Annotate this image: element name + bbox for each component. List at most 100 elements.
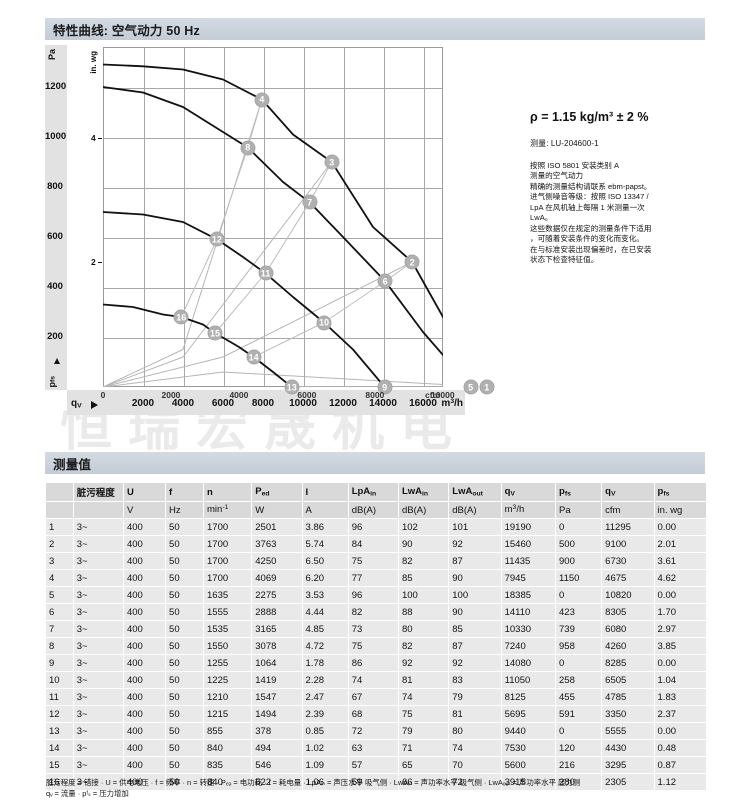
gridline-vertical [144, 48, 145, 386]
table-row-index: 13 [46, 723, 73, 739]
marker-connector [214, 161, 333, 334]
x-axis-primary-tick-label: 2000 [131, 398, 155, 409]
operating-point-marker-14[interactable]: 14 [246, 349, 262, 365]
table-cell: 101 [449, 519, 501, 535]
operating-point-marker-1[interactable]: 1 [479, 379, 495, 395]
table-cell: 11050 [501, 672, 555, 688]
operating-point-marker-16[interactable]: 16 [173, 309, 189, 325]
x-axis-primary-tick-label: 4000 [171, 398, 195, 409]
table-cell: 280 [556, 774, 602, 790]
table-row-index: 4 [46, 570, 73, 586]
table-cell: 7530 [501, 740, 555, 756]
table-cell: 2.01 [654, 536, 706, 552]
x-axis-secondary-tick-label: 0 [100, 390, 106, 400]
table-column-header: pfs [654, 483, 706, 501]
table-column-unit: dB(A) [449, 502, 501, 518]
operating-point-marker-4[interactable]: 4 [254, 92, 270, 107]
table-cell: 3~ [73, 723, 123, 739]
x-axis-secondary-tick-label: 6000 [297, 390, 317, 400]
table-row-index: 5 [46, 587, 73, 603]
table-cell: 4.62 [654, 570, 706, 586]
table-cell: 423 [556, 604, 602, 620]
gridline-vertical [344, 48, 345, 386]
table-cell: 3.61 [654, 553, 706, 569]
table-cell: 1215 [204, 706, 252, 722]
measurement-note-line: 这些数据仅在规定的测量条件下适用 [530, 223, 652, 233]
table-cell: 0.00 [654, 655, 706, 671]
operating-point-marker-9[interactable]: 9 [377, 379, 393, 395]
operating-point-marker-6[interactable]: 6 [377, 273, 393, 289]
operating-point-marker-13[interactable]: 13 [284, 379, 300, 395]
gridline-vertical [304, 48, 305, 386]
table-row-index: 14 [46, 740, 73, 756]
operating-point-marker-7[interactable]: 7 [302, 194, 318, 210]
table-cell: 0.87 [654, 757, 706, 773]
x-axis-secondary-tick-label: 2000 [161, 390, 181, 400]
table-cell: 0 [556, 655, 602, 671]
table-cell: 79 [398, 723, 449, 739]
table-cell: 6505 [602, 672, 654, 688]
table-cell: 59 [348, 774, 398, 790]
table-cell: 900 [556, 553, 602, 569]
table-cell: 840 [204, 740, 252, 756]
table-cell: 5.74 [302, 536, 348, 552]
y-axis-secondary-tick-label: 2 [91, 257, 96, 268]
table-cell: 2.97 [654, 621, 706, 637]
table-cell: 82 [348, 604, 398, 620]
table-cell: 4.44 [302, 604, 348, 620]
table-row-index: 2 [46, 536, 73, 552]
table-cell: 835 [204, 757, 252, 773]
table-cell: 400 [123, 519, 166, 535]
table-cell: 68 [348, 706, 398, 722]
operating-point-marker-11[interactable]: 11 [258, 265, 273, 281]
table-cell: 80 [449, 723, 501, 739]
table-cell: 50 [166, 519, 204, 535]
operating-point-marker-15[interactable]: 15 [207, 325, 223, 341]
table-column-unit: cfm [602, 502, 654, 518]
table-cell: 87 [449, 638, 501, 654]
table-cell: 4250 [252, 553, 302, 569]
table-cell: 80 [398, 621, 449, 637]
operating-point-marker-8[interactable]: 8 [240, 140, 256, 155]
operating-point-marker-3[interactable]: 3 [324, 154, 340, 170]
table-cell: 3~ [73, 570, 123, 586]
table-cell: 81 [398, 672, 449, 688]
table-cell: 8285 [602, 655, 654, 671]
table-row: 10 3~ 400 50 1225 1419 2.28 74 81 83 11050 258 6505 1… [46, 672, 706, 688]
x-axis-primary-tick-label: 6000 [211, 398, 235, 409]
table-cell: 3~ [73, 604, 123, 620]
table-cell: 400 [123, 689, 166, 705]
table-cell: 1064 [252, 655, 302, 671]
marker-connector [253, 261, 413, 358]
table-row-index: 7 [46, 621, 73, 637]
operating-point-marker-2[interactable]: 2 [404, 254, 420, 270]
table-cell: 400 [123, 672, 166, 688]
table-row: 14 3~ 400 50 840 494 1.02 63 71 74 7530 120 4430 0.48 [46, 740, 706, 756]
table-cell: 546 [252, 757, 302, 773]
table-cell: 88 [398, 604, 449, 620]
operating-point-marker-5[interactable]: 5 [463, 379, 479, 395]
table-cell: 1.12 [654, 774, 706, 790]
measurement-note-line: 按照 ISO 5801 安装类别 A [530, 161, 620, 170]
table-cell: 50 [166, 570, 204, 586]
table-cell: 75 [398, 706, 449, 722]
y-axis-band: Pa pfs [45, 45, 67, 390]
table-cell: 400 [123, 604, 166, 620]
table-column-unit: A [302, 502, 348, 518]
operating-point-marker-10[interactable]: 10 [316, 315, 332, 330]
table-cell: 3.53 [302, 587, 348, 603]
table-cell: 1419 [252, 672, 302, 688]
table-cell: 85 [449, 621, 501, 637]
table-cell: 591 [556, 706, 602, 722]
table-cell: 1494 [252, 706, 302, 722]
table-column-unit: dB(A) [398, 502, 449, 518]
operating-point-marker-12[interactable]: 12 [209, 231, 225, 247]
table-cell: 10820 [602, 587, 654, 603]
y-axis-tick-label: 200 [47, 331, 63, 342]
table-row: 5 3~ 400 50 1635 2275 3.53 96 100 100 18385 0 10820 0… [46, 587, 706, 603]
measurement-note-line: 状态下检查特征值。 [530, 255, 599, 265]
table-cell: 1547 [252, 689, 302, 705]
table-row: 1 3~ 400 50 1700 2501 3.86 96 102 101 19190 0 11295 0… [46, 519, 706, 535]
